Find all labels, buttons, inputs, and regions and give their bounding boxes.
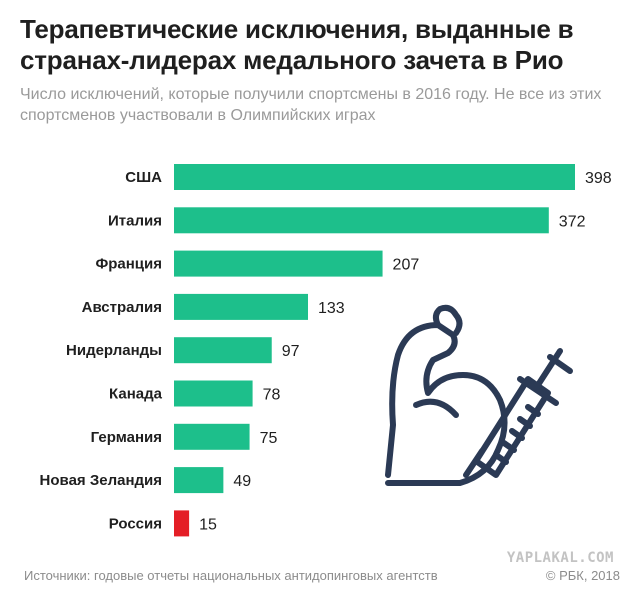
bar bbox=[174, 207, 549, 234]
source-note: Источники: годовые отчеты национальных а… bbox=[24, 568, 438, 583]
value-label: 75 bbox=[260, 430, 278, 447]
category-label: Германия bbox=[91, 429, 162, 446]
value-label: 207 bbox=[393, 257, 420, 274]
bar bbox=[174, 510, 190, 537]
bar bbox=[174, 337, 272, 364]
bar bbox=[174, 250, 383, 277]
value-label: 133 bbox=[318, 300, 345, 317]
copyright: © РБК, 2018 bbox=[545, 568, 620, 583]
value-label: 97 bbox=[282, 343, 300, 360]
category-label: Нидерланды bbox=[66, 342, 162, 359]
bar bbox=[174, 164, 575, 190]
bar bbox=[174, 293, 309, 320]
category-label: США bbox=[125, 169, 162, 186]
chart-subtitle: Число исключений, которые получили спорт… bbox=[20, 86, 602, 124]
category-label: Италия bbox=[108, 212, 162, 229]
bar bbox=[174, 423, 250, 450]
category-label: Канада bbox=[109, 386, 163, 403]
value-label: 49 bbox=[233, 473, 251, 490]
category-label: Франция bbox=[95, 256, 162, 273]
value-label: 372 bbox=[559, 213, 586, 230]
category-label: Австралия bbox=[82, 299, 162, 316]
value-label: 398 bbox=[585, 170, 612, 187]
category-label: Новая Зеландия bbox=[40, 472, 162, 489]
chart-title: Терапевтические исключения, выданные в с… bbox=[20, 14, 574, 75]
flexed-arm-syringe-icon bbox=[385, 304, 573, 486]
value-label: 78 bbox=[263, 387, 281, 404]
bar bbox=[174, 467, 224, 494]
value-label: 15 bbox=[199, 516, 217, 533]
bar bbox=[174, 380, 253, 407]
watermark: YAPLAKAL.COM bbox=[506, 550, 614, 566]
category-label: Россия bbox=[109, 515, 162, 532]
